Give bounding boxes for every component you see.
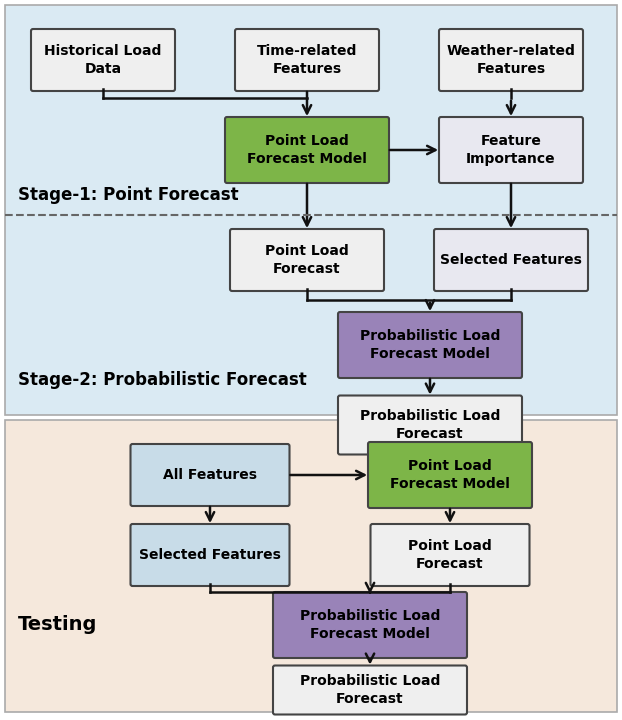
FancyBboxPatch shape (273, 592, 467, 658)
FancyBboxPatch shape (31, 29, 175, 91)
FancyBboxPatch shape (338, 312, 522, 378)
FancyBboxPatch shape (371, 524, 529, 586)
FancyBboxPatch shape (225, 117, 389, 183)
FancyBboxPatch shape (338, 395, 522, 454)
Text: Point Load
Forecast Model: Point Load Forecast Model (390, 459, 510, 490)
FancyBboxPatch shape (5, 420, 617, 712)
Text: All Features: All Features (163, 468, 257, 482)
Text: Probabilistic Load
Forecast: Probabilistic Load Forecast (300, 675, 440, 706)
FancyBboxPatch shape (230, 229, 384, 291)
Text: Point Load
Forecast Model: Point Load Forecast Model (247, 135, 367, 166)
FancyBboxPatch shape (131, 444, 289, 506)
FancyBboxPatch shape (131, 524, 289, 586)
Text: Feature
Importance: Feature Importance (466, 135, 556, 166)
Text: Probabilistic Load
Forecast: Probabilistic Load Forecast (360, 410, 500, 441)
Text: Stage-1: Point Forecast: Stage-1: Point Forecast (18, 186, 239, 204)
Text: Weather-related
Features: Weather-related Features (447, 45, 575, 76)
Text: Testing: Testing (18, 616, 98, 634)
FancyBboxPatch shape (439, 29, 583, 91)
FancyBboxPatch shape (368, 442, 532, 508)
FancyBboxPatch shape (434, 229, 588, 291)
Text: Stage-2: Probabilistic Forecast: Stage-2: Probabilistic Forecast (18, 371, 307, 389)
Text: Probabilistic Load
Forecast Model: Probabilistic Load Forecast Model (300, 609, 440, 641)
Text: Point Load
Forecast: Point Load Forecast (265, 244, 349, 276)
Text: Historical Load
Data: Historical Load Data (44, 45, 162, 76)
FancyBboxPatch shape (5, 5, 617, 415)
Text: Point Load
Forecast: Point Load Forecast (408, 539, 492, 571)
Text: Time-related
Features: Time-related Features (257, 45, 357, 76)
Text: Probabilistic Load
Forecast Model: Probabilistic Load Forecast Model (360, 329, 500, 361)
Text: Selected Features: Selected Features (440, 253, 582, 267)
FancyBboxPatch shape (439, 117, 583, 183)
Text: Selected Features: Selected Features (139, 548, 281, 562)
FancyBboxPatch shape (273, 665, 467, 714)
FancyBboxPatch shape (235, 29, 379, 91)
